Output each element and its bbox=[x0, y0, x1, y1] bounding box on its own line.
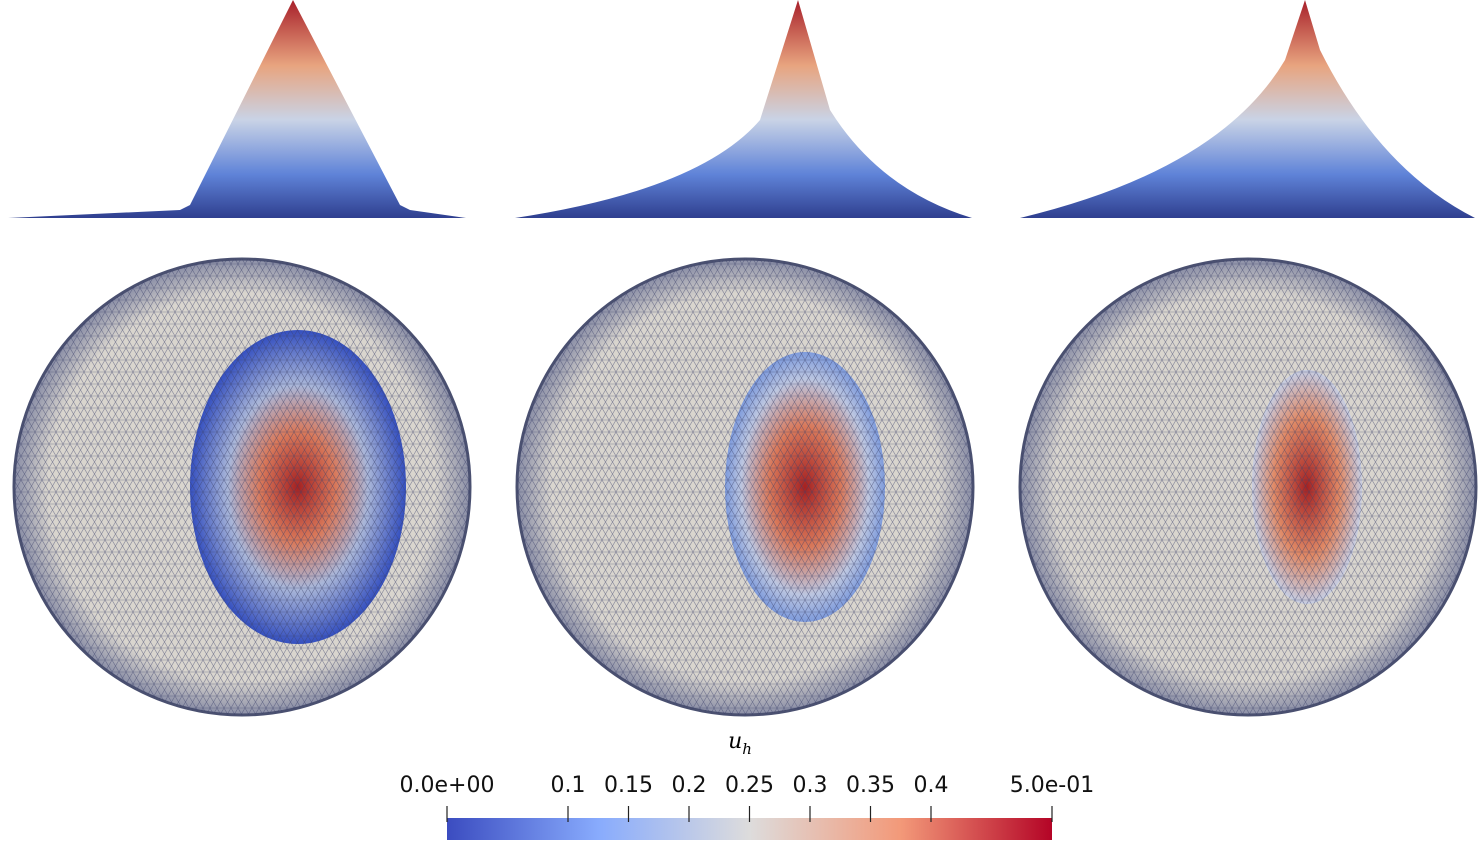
tick-label: 0.0e+00 bbox=[400, 773, 495, 798]
tick-label: 5.0e-01 bbox=[1010, 773, 1094, 798]
tick-label: 0.3 bbox=[793, 773, 828, 798]
profiles bbox=[8, 0, 1475, 218]
colorbar bbox=[447, 818, 1052, 840]
tick-label: 0.35 bbox=[846, 773, 895, 798]
tick-label: 0.1 bbox=[551, 773, 586, 798]
tick-label: 0.15 bbox=[604, 773, 653, 798]
colorbar-title: uh bbox=[728, 729, 752, 758]
colorbar-title-sub: h bbox=[742, 740, 752, 758]
tick-label: 0.4 bbox=[914, 773, 949, 798]
colorbar-title-main: u bbox=[728, 729, 742, 754]
tick-label: 0.2 bbox=[672, 773, 707, 798]
tick-label: 0.25 bbox=[725, 773, 774, 798]
spheres bbox=[12, 257, 1478, 717]
